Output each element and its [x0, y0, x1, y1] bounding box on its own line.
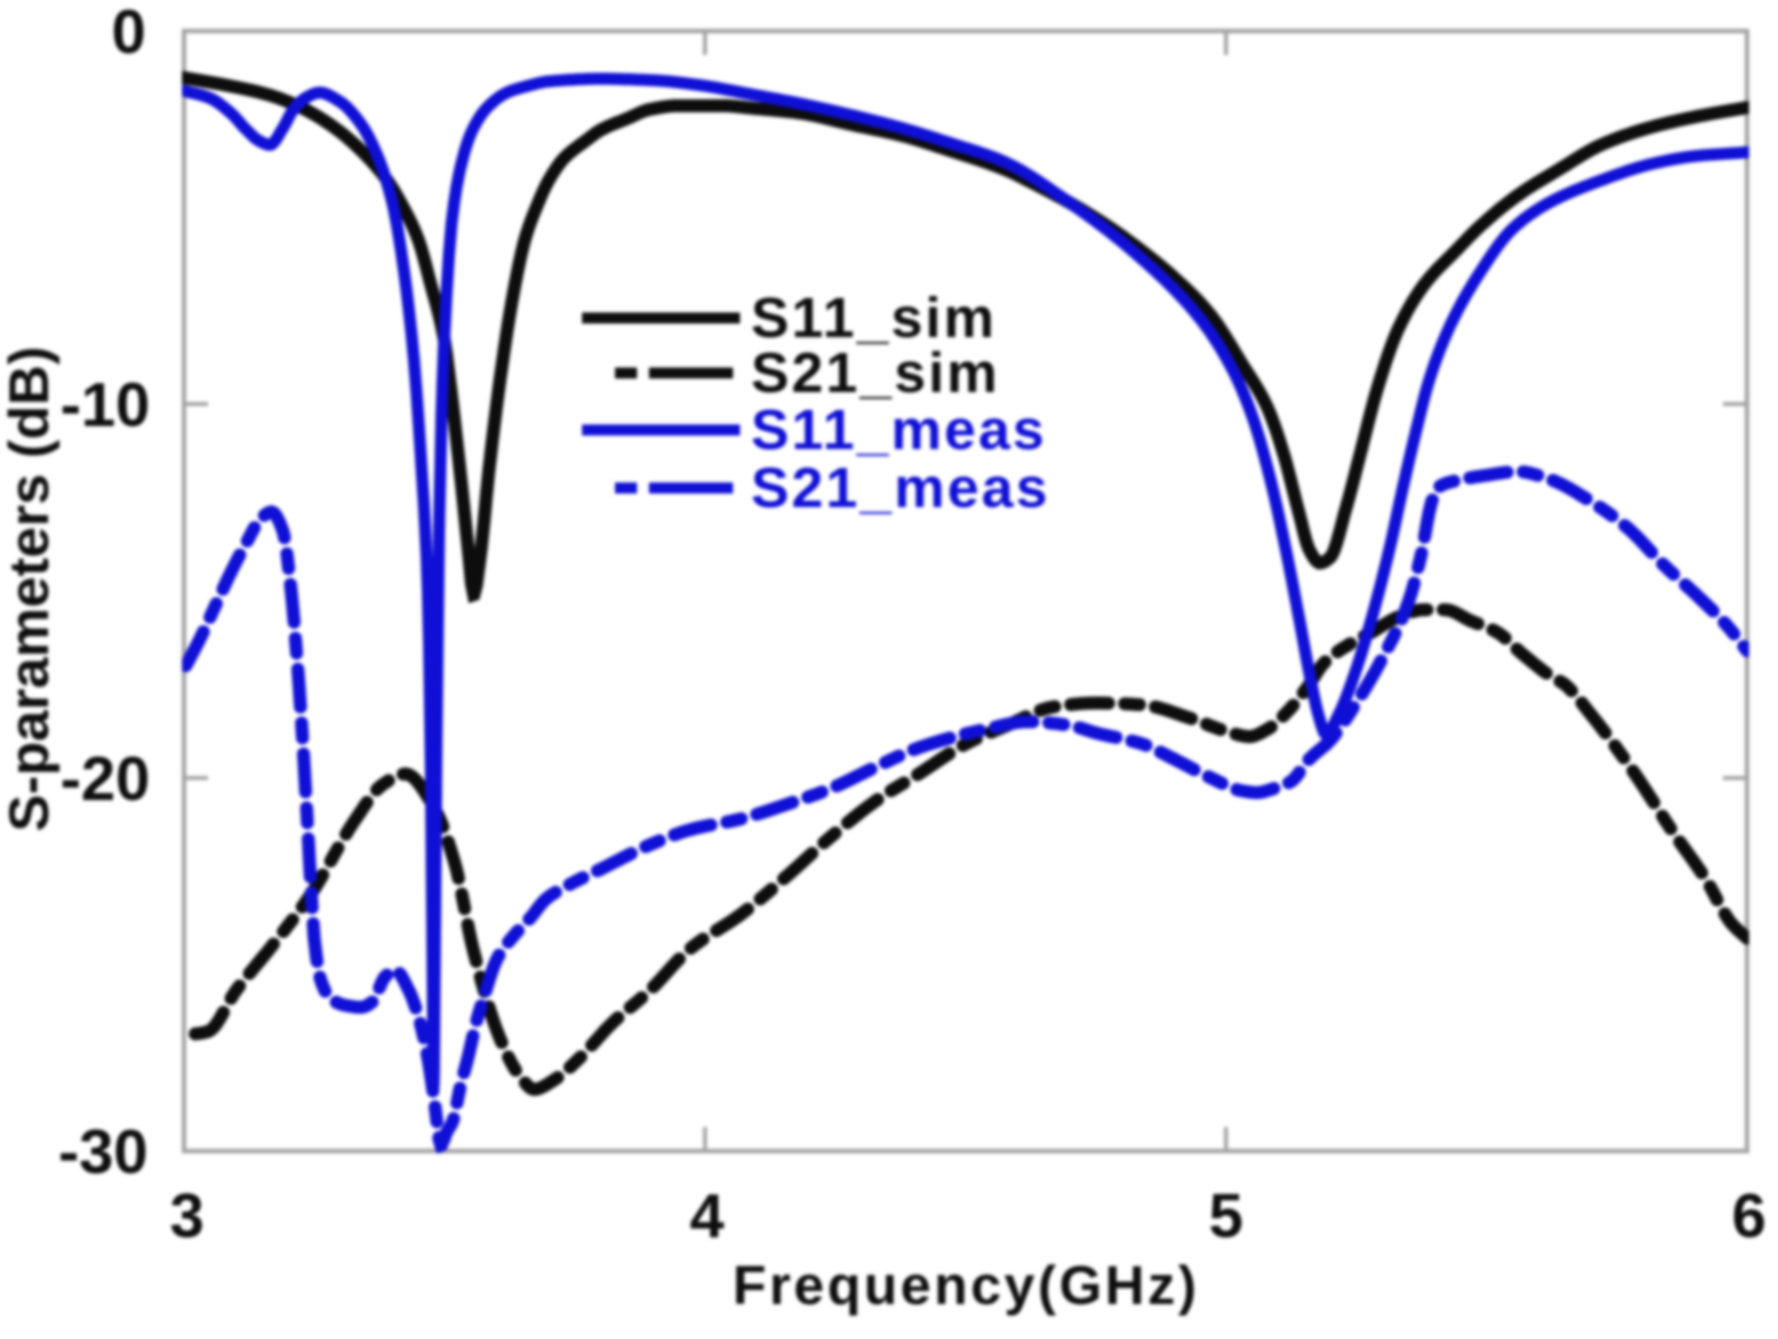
- svg-text:6: 6: [1732, 1182, 1766, 1251]
- svg-text:S21_sim: S21_sim: [751, 341, 1000, 405]
- svg-text:S11_meas: S11_meas: [751, 398, 1047, 462]
- svg-text:4: 4: [690, 1182, 725, 1251]
- svg-text:S11_sim: S11_sim: [751, 286, 997, 350]
- svg-text:S-parameters (dB): S-parameters (dB): [0, 346, 60, 831]
- svg-text:-20: -20: [60, 745, 150, 814]
- svg-text:-30: -30: [58, 1118, 148, 1187]
- svg-text:5: 5: [1209, 1182, 1243, 1251]
- svg-text:Frequency(GHz): Frequency(GHz): [733, 1254, 1200, 1316]
- svg-text:3: 3: [170, 1182, 204, 1251]
- svg-text:-10: -10: [60, 371, 150, 440]
- svg-text:S21_meas: S21_meas: [751, 456, 1050, 520]
- svg-text:0: 0: [112, 0, 146, 67]
